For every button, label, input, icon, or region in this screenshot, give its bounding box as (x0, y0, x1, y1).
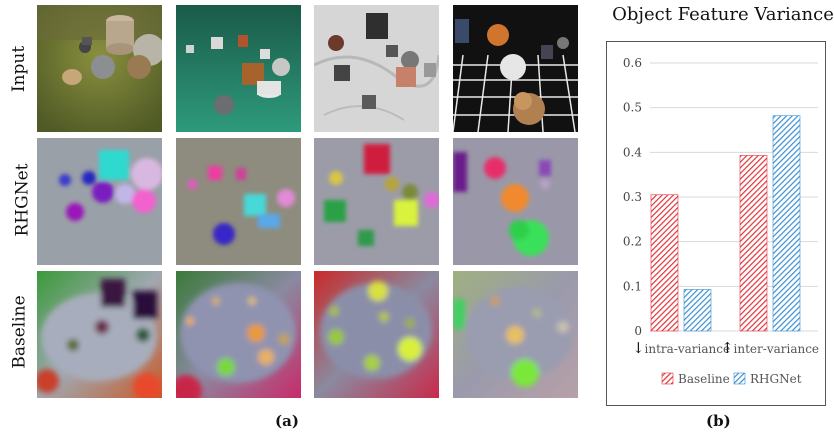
row-label-input: Input (9, 45, 30, 93)
input-image-4 (453, 5, 578, 132)
chart-title: Object Feature Variance (612, 4, 834, 25)
row-label-rhgnet: RHGNet (12, 163, 33, 237)
legend: Baseline RHGNet (661, 372, 802, 386)
row-label-baseline: Baseline (9, 295, 30, 369)
input-image-1 (37, 5, 162, 132)
rhgnet-mask-1 (37, 138, 162, 265)
legend-swatch-baseline (661, 372, 674, 385)
bar-baseline-intra-variance (650, 194, 679, 332)
input-image-2 (176, 5, 301, 132)
panel-b-label: (b) (706, 412, 731, 430)
bar-chart: 0 0.1 0.2 0.3 0.4 0.5 0.6 ↓intra-variance↑inte… (623, 56, 819, 386)
legend-swatch-rhgnet (733, 372, 746, 385)
y-tick-label: 0.1 (623, 279, 642, 293)
y-tick-label: 0.5 (623, 101, 642, 115)
bar-baseline-inter-variance (739, 155, 768, 332)
x-tick-label: ↓intra-variance (632, 339, 730, 357)
rhgnet-mask-2 (176, 138, 301, 265)
input-image-3 (314, 5, 439, 132)
baseline-mask-4 (453, 271, 578, 398)
y-axis-ticks: 0 0.1 0.2 0.3 0.4 0.5 0.6 (623, 56, 642, 338)
bars (650, 115, 801, 332)
legend-label-baseline: Baseline (678, 372, 730, 386)
rhgnet-mask-4 (453, 138, 578, 265)
y-tick-label: 0.4 (623, 145, 642, 159)
baseline-mask-3 (314, 271, 439, 398)
bar-rhgnet-intra-variance (683, 289, 712, 332)
bar-rhgnet-inter-variance (772, 115, 801, 332)
y-tick-label: 0.2 (623, 235, 642, 249)
panel-a-label: (a) (275, 412, 299, 430)
x-axis-labels: ↓intra-variance↑inter-variance (632, 339, 819, 357)
rhgnet-mask-3 (314, 138, 439, 265)
legend-label-rhgnet: RHGNet (750, 372, 802, 386)
y-tick-label: 0.6 (623, 56, 642, 70)
x-tick-label: ↑inter-variance (721, 339, 819, 357)
baseline-mask-1 (37, 271, 162, 398)
baseline-mask-2 (176, 271, 301, 398)
y-tick-label: 0 (634, 324, 642, 338)
y-tick-label: 0.3 (623, 190, 642, 204)
